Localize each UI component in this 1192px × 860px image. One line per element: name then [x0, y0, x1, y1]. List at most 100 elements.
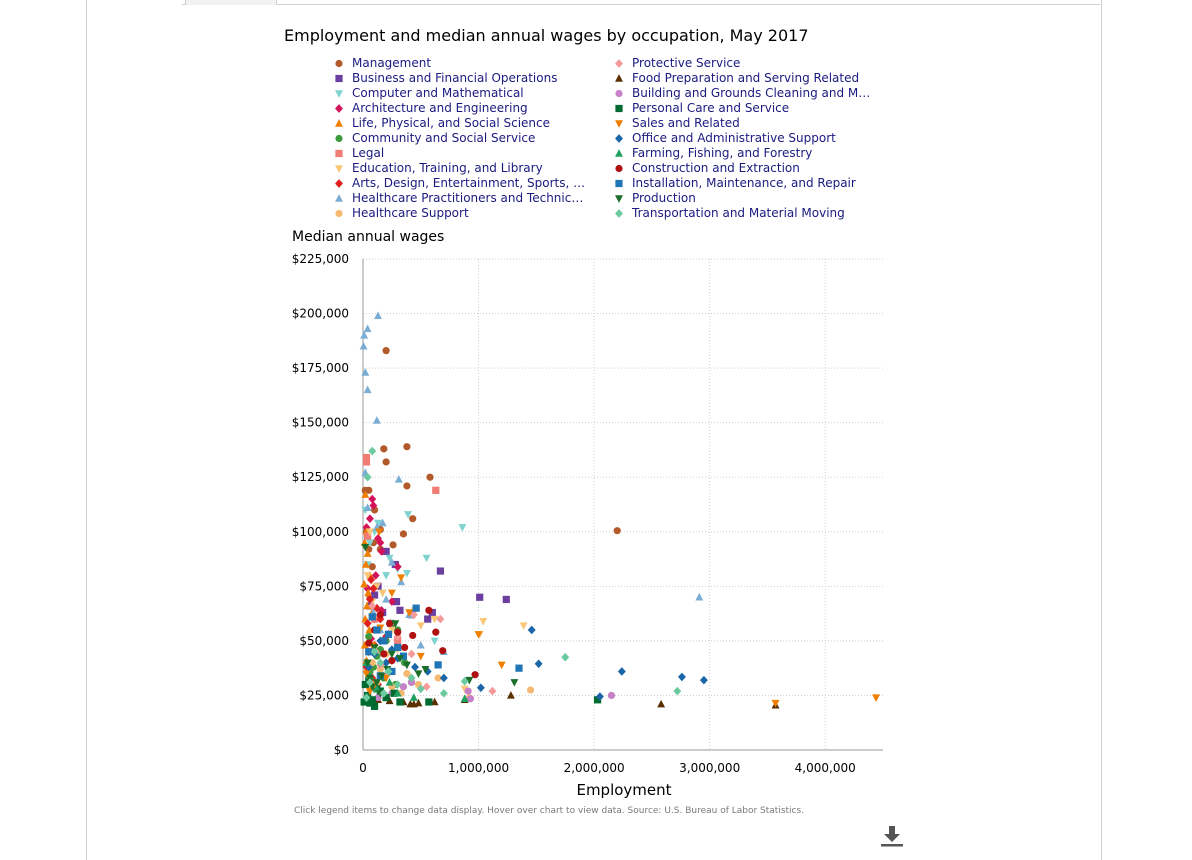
data-point[interactable]: [409, 693, 418, 701]
data-point[interactable]: [432, 628, 440, 636]
data-point[interactable]: [382, 547, 390, 556]
data-point[interactable]: [391, 560, 399, 569]
data-point[interactable]: [387, 558, 396, 566]
data-point[interactable]: [362, 453, 371, 462]
data-point[interactable]: [394, 637, 402, 645]
data-point[interactable]: [519, 622, 528, 630]
download-button[interactable]: [878, 824, 906, 848]
data-point[interactable]: [379, 688, 388, 698]
data-point[interactable]: [476, 683, 485, 693]
data-point[interactable]: [412, 604, 420, 612]
data-point[interactable]: [365, 639, 373, 647]
data-point[interactable]: [434, 674, 442, 682]
data-point[interactable]: [673, 686, 682, 696]
data-point[interactable]: [771, 699, 780, 708]
data-point[interactable]: [370, 702, 379, 710]
tab-stub[interactable]: [185, 0, 277, 5]
data-point[interactable]: [488, 686, 497, 696]
data-point[interactable]: [465, 676, 474, 685]
data-point[interactable]: [368, 613, 376, 621]
data-point[interactable]: [362, 458, 371, 466]
data-point[interactable]: [430, 697, 439, 706]
data-point[interactable]: [365, 595, 374, 604]
data-point[interactable]: [430, 637, 439, 646]
data-point[interactable]: [409, 610, 418, 620]
data-point[interactable]: [363, 601, 372, 610]
data-point[interactable]: [363, 659, 372, 668]
data-point[interactable]: [416, 622, 425, 630]
data-point[interactable]: [377, 547, 386, 556]
data-point[interactable]: [434, 661, 442, 669]
data-point[interactable]: [387, 650, 396, 659]
data-point[interactable]: [364, 588, 373, 597]
data-point[interactable]: [365, 486, 373, 494]
data-point[interactable]: [409, 631, 417, 640]
data-point[interactable]: [369, 501, 378, 510]
data-point[interactable]: [399, 530, 408, 538]
data-point[interactable]: [527, 625, 536, 635]
data-point[interactable]: [657, 699, 666, 708]
data-point[interactable]: [366, 699, 374, 707]
data-point[interactable]: [561, 652, 570, 662]
data-point[interactable]: [872, 694, 881, 702]
data-point[interactable]: [409, 515, 417, 523]
data-point[interactable]: [361, 368, 370, 376]
data-point[interactable]: [368, 601, 377, 611]
data-point[interactable]: [471, 671, 479, 679]
data-point[interactable]: [382, 572, 391, 580]
data-point[interactable]: [393, 654, 402, 663]
data-point[interactable]: [466, 695, 475, 703]
data-point[interactable]: [426, 473, 434, 481]
data-point[interactable]: [439, 673, 448, 683]
data-point[interactable]: [436, 614, 445, 624]
data-point[interactable]: [376, 665, 384, 673]
data-point[interactable]: [376, 614, 385, 624]
data-point[interactable]: [370, 591, 379, 599]
data-point[interactable]: [382, 458, 390, 466]
data-point[interactable]: [405, 609, 414, 617]
data-point[interactable]: [363, 472, 372, 482]
data-point[interactable]: [368, 563, 376, 571]
data-point[interactable]: [362, 670, 371, 678]
data-point[interactable]: [403, 482, 411, 490]
data-point[interactable]: [421, 666, 430, 674]
data-point[interactable]: [436, 567, 445, 575]
data-point[interactable]: [403, 670, 411, 678]
data-point[interactable]: [387, 645, 396, 654]
data-point[interactable]: [402, 661, 411, 670]
data-point[interactable]: [677, 672, 686, 682]
data-point[interactable]: [360, 579, 369, 588]
data-point[interactable]: [365, 678, 374, 687]
data-point[interactable]: [406, 699, 415, 708]
data-point[interactable]: [515, 664, 523, 672]
data-point[interactable]: [403, 443, 411, 451]
data-point[interactable]: [369, 584, 378, 593]
data-point[interactable]: [422, 682, 431, 692]
data-point[interactable]: [360, 698, 368, 706]
data-point[interactable]: [363, 324, 372, 333]
data-point[interactable]: [360, 331, 369, 339]
data-point[interactable]: [695, 592, 704, 601]
data-point[interactable]: [365, 648, 373, 656]
data-point[interactable]: [368, 494, 377, 504]
data-point[interactable]: [365, 528, 374, 537]
data-point[interactable]: [360, 640, 369, 649]
data-point[interactable]: [425, 606, 433, 614]
data-point[interactable]: [378, 589, 387, 598]
data-point[interactable]: [414, 670, 423, 678]
data-point[interactable]: [388, 656, 396, 665]
data-point[interactable]: [439, 688, 448, 698]
data-point[interactable]: [607, 691, 616, 700]
data-point[interactable]: [377, 672, 386, 681]
data-point[interactable]: [407, 649, 416, 659]
data-point[interactable]: [432, 486, 440, 494]
data-point[interactable]: [382, 658, 391, 668]
data-point[interactable]: [382, 694, 390, 702]
data-point[interactable]: [359, 341, 368, 350]
data-point[interactable]: [411, 662, 419, 672]
data-point[interactable]: [394, 643, 402, 652]
data-point[interactable]: [422, 554, 431, 563]
data-point[interactable]: [474, 631, 483, 639]
data-point[interactable]: [407, 678, 416, 686]
data-point[interactable]: [374, 311, 382, 319]
